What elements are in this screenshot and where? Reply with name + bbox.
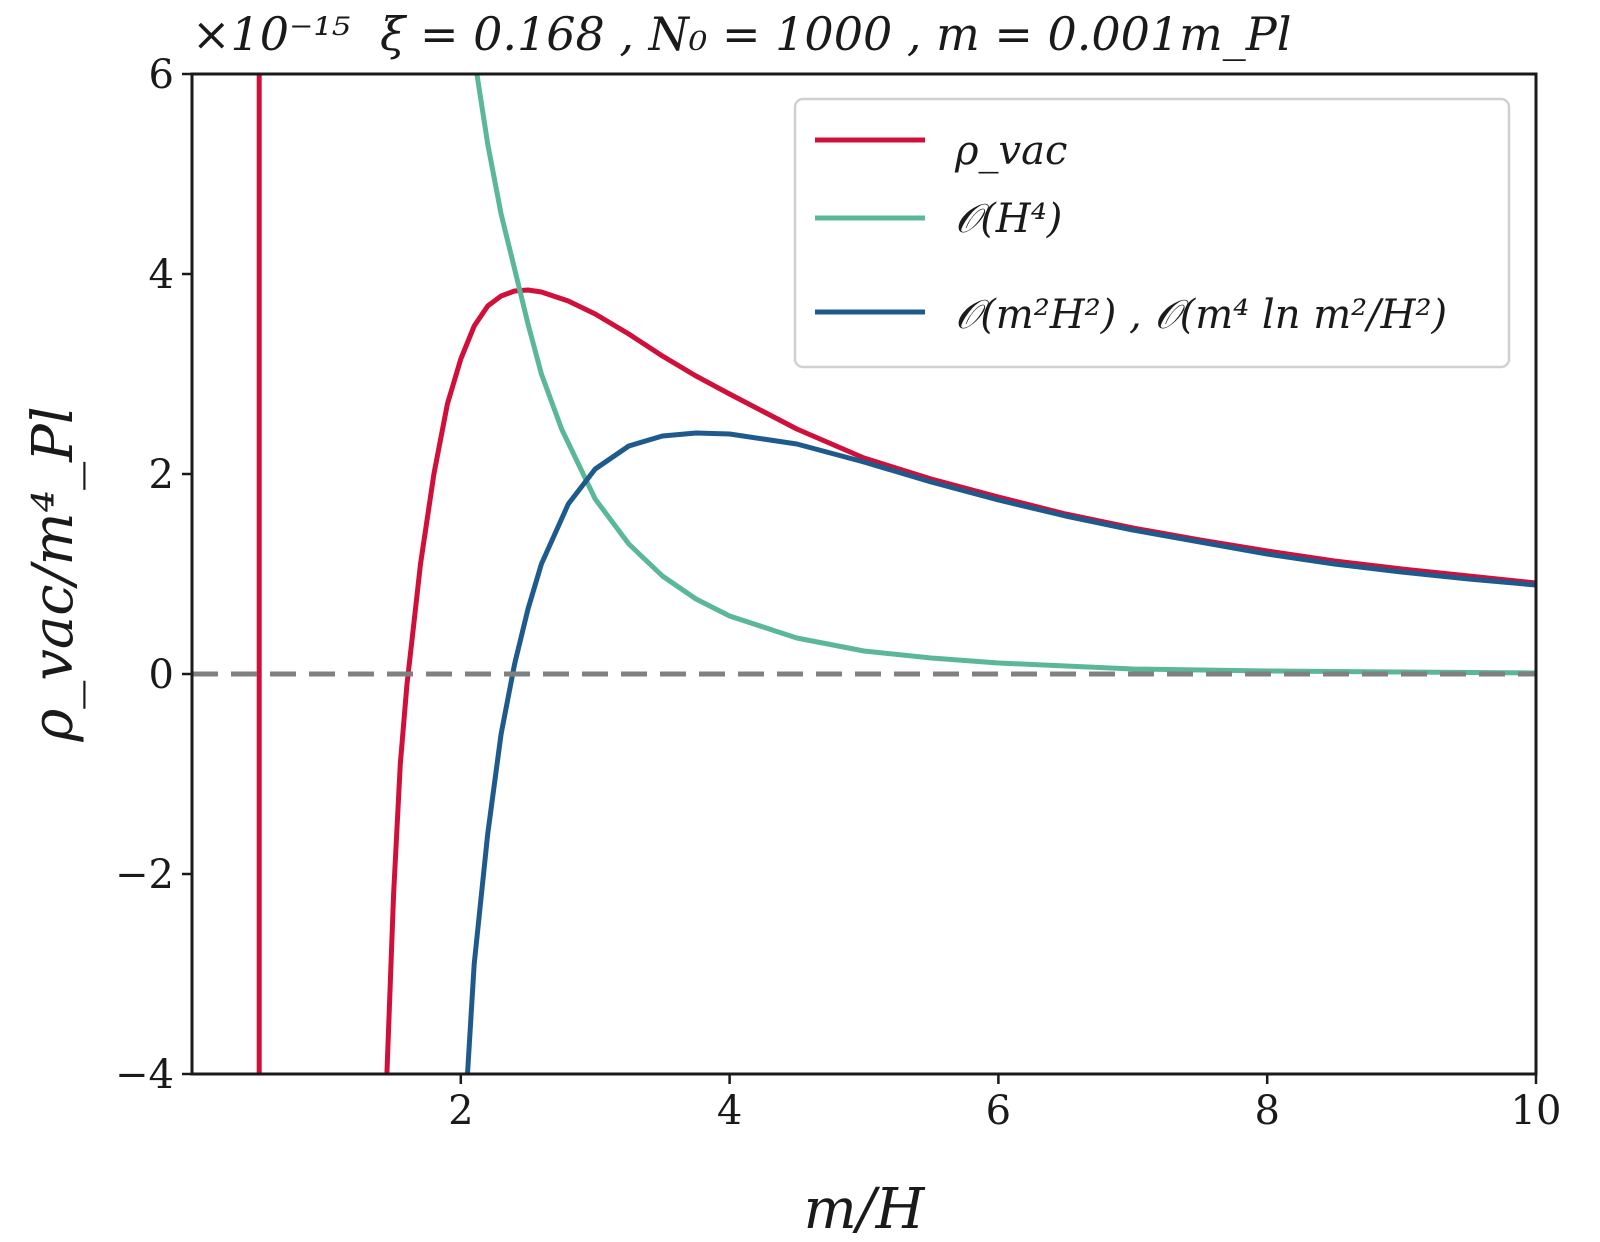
legend: ρ_vac 𝒪(H⁴) 𝒪(m²H²) , 𝒪(m⁴ ln m²/H²) xyxy=(793,97,1511,369)
y-axis-title: ρ_vac/m⁴_Pl xyxy=(21,406,86,742)
series-layer xyxy=(256,74,1536,1074)
y-tick-label: 4 xyxy=(149,252,174,298)
x-tick-label: 2 xyxy=(448,1088,473,1134)
offset-label: ×10⁻¹⁵ xyxy=(192,7,350,61)
legend-label-m2h2: 𝒪(m²H²) , 𝒪(m⁴ ln m²/H²) xyxy=(955,292,1447,338)
y-tick-label: 6 xyxy=(149,52,174,98)
y-tick-label: −2 xyxy=(115,852,174,898)
series-rho-vac-line xyxy=(384,287,1536,1074)
x-tick-label: 8 xyxy=(1254,1088,1279,1134)
series-h4-line xyxy=(474,74,1536,676)
series-m2h2-line xyxy=(465,430,1536,1074)
legend-label-rho-vac: ρ_vac xyxy=(954,128,1067,174)
x-tick-label: 4 xyxy=(717,1088,742,1134)
y-tick-label: 0 xyxy=(149,652,174,698)
y-tick-label: −4 xyxy=(115,1052,174,1098)
axis-ticks: 2 4 6 8 10 −4 −2 0 2 4 6 xyxy=(115,52,1561,1134)
chart-title: ξ = 0.168 , N₀ = 1000 , m = 0.001m_Pl xyxy=(380,7,1291,61)
legend-box xyxy=(793,97,1511,369)
x-tick-label: 6 xyxy=(986,1088,1011,1134)
x-axis-title: m/H xyxy=(804,1177,926,1242)
x-tick-label: 10 xyxy=(1511,1088,1562,1134)
legend-label-h4: 𝒪(H⁴) xyxy=(955,196,1062,242)
y-tick-label: 2 xyxy=(149,452,174,498)
plot-frame xyxy=(190,72,1538,1076)
